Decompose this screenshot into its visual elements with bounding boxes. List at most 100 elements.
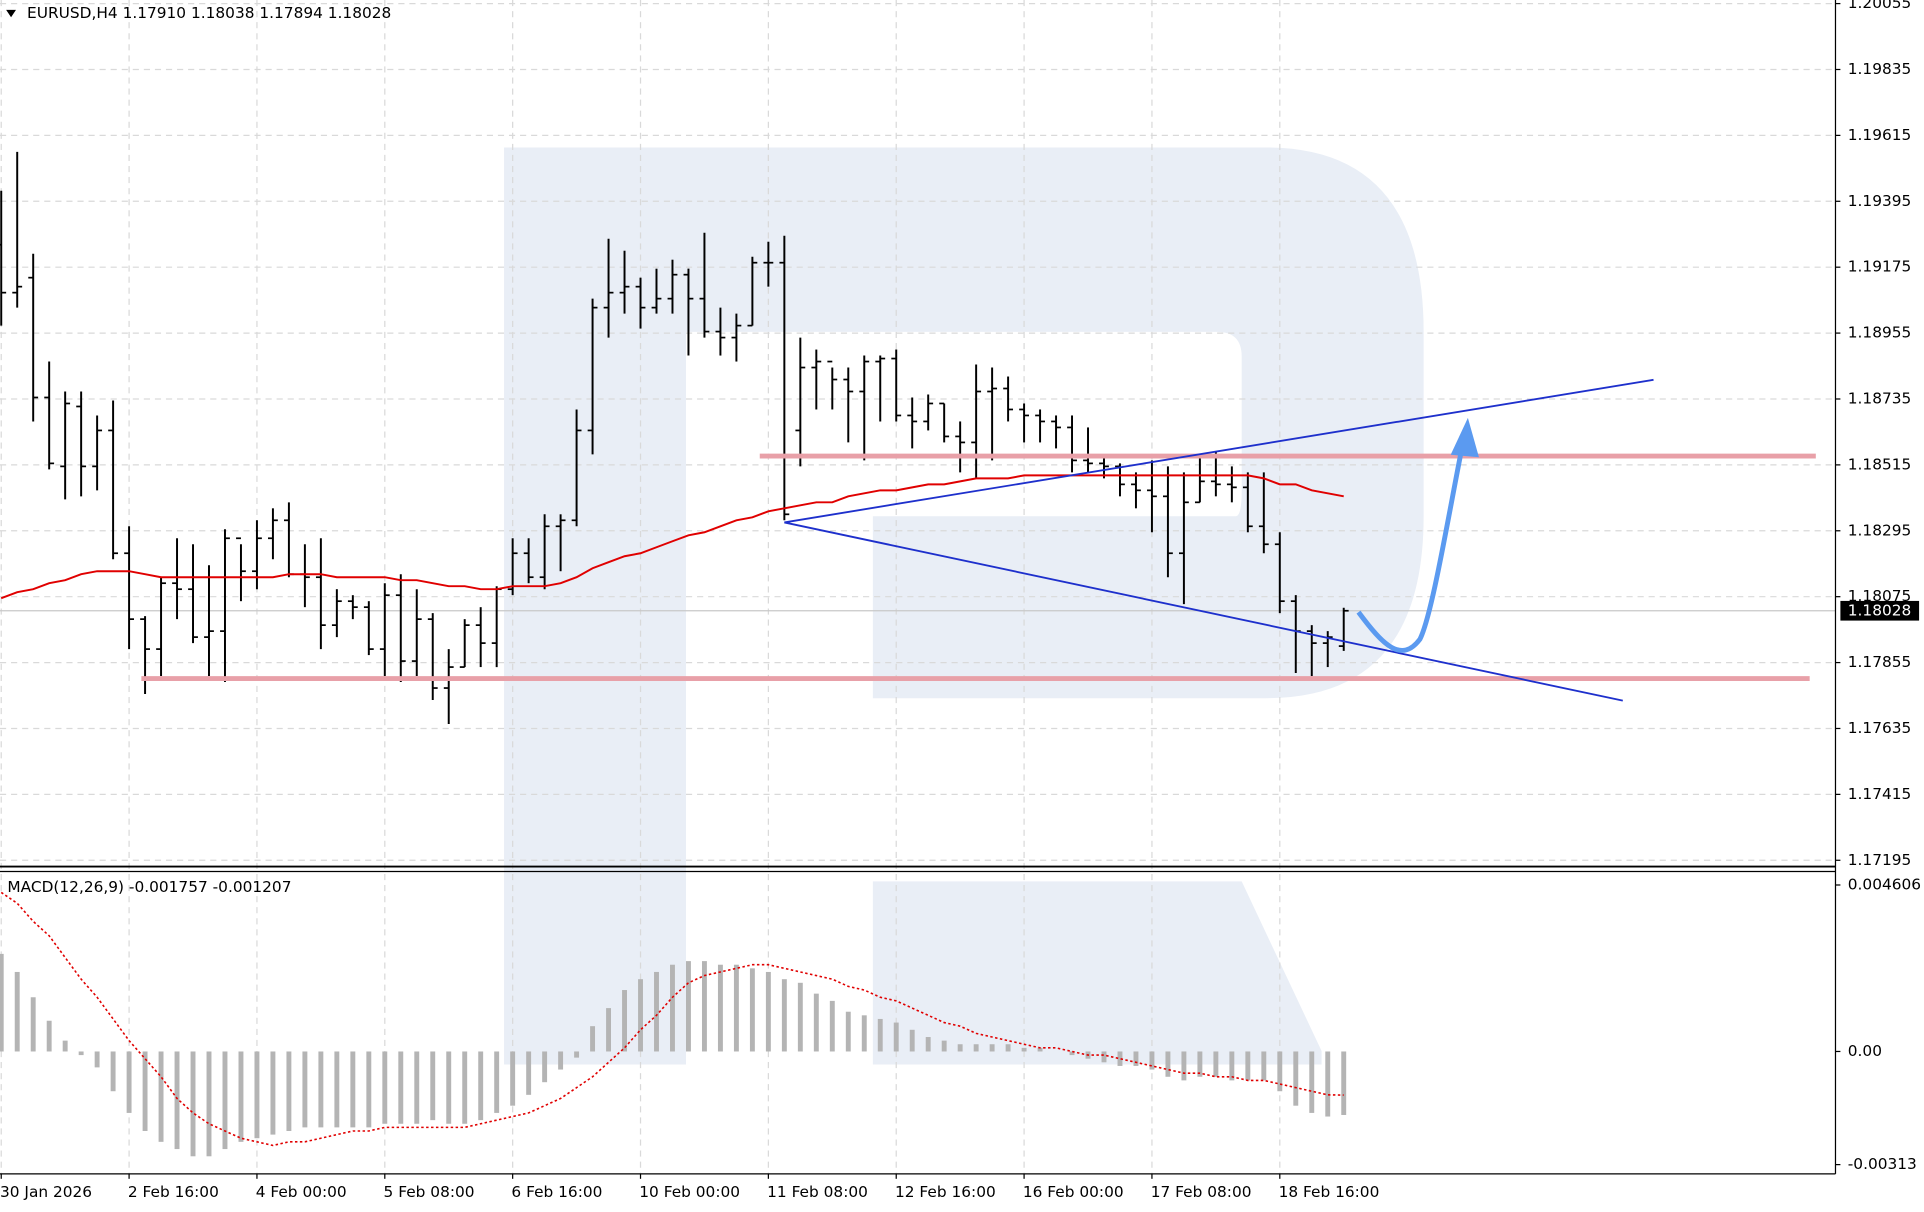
- histogram-bar: [1149, 1051, 1155, 1070]
- histogram-bar: [877, 1018, 883, 1052]
- histogram-bar: [46, 1020, 52, 1052]
- histogram-bar: [126, 1051, 132, 1113]
- histogram-bar: [1293, 1051, 1299, 1106]
- histogram-bar: [206, 1051, 212, 1157]
- frame: [0, 0, 1837, 1175]
- annotations: [141, 378, 1816, 702]
- y-tick-label: 1.18075: [1848, 587, 1912, 605]
- histogram-bar: [190, 1051, 196, 1157]
- histogram-bar: [254, 1051, 260, 1139]
- x-tick-label: 17 Feb 08:00: [1151, 1183, 1252, 1201]
- y-tick-label: 1.17855: [1848, 653, 1912, 671]
- histogram-bar: [398, 1051, 404, 1124]
- histogram-bar: [526, 1051, 532, 1095]
- histogram-bar: [638, 979, 643, 1052]
- histogram-bar: [1005, 1044, 1011, 1052]
- histogram-bar: [1197, 1051, 1203, 1077]
- histogram-bar: [1181, 1051, 1187, 1081]
- y-tick-label: 1.19835: [1848, 60, 1912, 78]
- y-tick-label: 1.18295: [1848, 521, 1912, 539]
- histogram-bar: [174, 1051, 180, 1150]
- x-tick-label: 18 Feb 16:00: [1279, 1183, 1380, 1201]
- trend-line-upper: [784, 378, 1654, 524]
- histogram-bar: [1245, 1051, 1251, 1081]
- y-tick-label: 0.00: [1848, 1042, 1882, 1060]
- histogram-bar: [270, 1051, 276, 1135]
- histogram-bar: [14, 971, 20, 1052]
- histogram-bar: [701, 961, 707, 1052]
- histogram-bar: [1069, 1051, 1075, 1056]
- y-tick-label: 1.19615: [1848, 126, 1912, 144]
- histogram-bar: [1341, 1051, 1347, 1115]
- histogram-bar: [430, 1051, 436, 1121]
- trend-line-lower: [784, 521, 1623, 702]
- histogram-bar: [989, 1044, 995, 1052]
- histogram-bar: [909, 1029, 915, 1052]
- histogram-bar: [1133, 1051, 1139, 1066]
- histogram-bar: [1261, 1051, 1267, 1081]
- histogram-bar: [941, 1040, 947, 1052]
- y-tick-label: 1.17195: [1848, 851, 1912, 869]
- histogram-bar: [478, 1051, 484, 1121]
- histogram-bar: [654, 971, 659, 1052]
- histogram-bar: [542, 1051, 548, 1083]
- histogram-bar: [845, 1011, 851, 1052]
- histogram-bar: [781, 979, 787, 1052]
- histogram-bar: [30, 997, 36, 1052]
- x-tick-label: 10 Feb 00:00: [639, 1183, 740, 1201]
- macd-title: MACD(12,26,9) -0.001757 -0.001207: [7, 878, 291, 896]
- histogram-bar: [670, 964, 675, 1052]
- histogram-bar: [158, 1051, 164, 1142]
- histogram-bar: [318, 1051, 324, 1128]
- histogram-bar: [1165, 1051, 1171, 1077]
- histogram-bar: [94, 1051, 100, 1068]
- y-tick-label: 1.19395: [1848, 192, 1912, 210]
- histogram-bar: [893, 1022, 899, 1052]
- histogram-bar: [686, 961, 691, 1052]
- title-triangle: [6, 9, 16, 18]
- histogram-bar: [558, 1051, 564, 1070]
- histogram-bar: [238, 1051, 244, 1142]
- y-tick-label: 0.004606: [1848, 875, 1921, 893]
- histogram-bar: [1277, 1051, 1283, 1092]
- histogram-bar: [334, 1051, 340, 1128]
- histogram-bar: [414, 1051, 420, 1124]
- histogram-bar: [574, 1051, 580, 1058]
- y-tick-label: 1.20055: [1848, 0, 1912, 12]
- histogram-bar: [382, 1051, 388, 1124]
- histogram-bar: [813, 993, 819, 1052]
- histogram-bar: [749, 968, 755, 1052]
- y-tick-label: -0.00313: [1848, 1155, 1917, 1173]
- histogram-bar: [1117, 1051, 1123, 1066]
- histogram-bar: [142, 1051, 148, 1131]
- histogram-bar: [973, 1044, 979, 1052]
- histogram-bar: [62, 1040, 68, 1052]
- histogram-bar: [302, 1051, 308, 1128]
- y-tick-label: 1.18955: [1848, 324, 1912, 342]
- histogram-bar: [925, 1037, 931, 1052]
- chart-title: EURUSD,H4 1.17910 1.18038 1.17894 1.1802…: [27, 4, 391, 22]
- histogram-bar: [366, 1051, 372, 1128]
- histogram-bar: [861, 1015, 867, 1052]
- histogram-bar: [110, 1051, 116, 1092]
- histogram-bar: [1229, 1051, 1235, 1081]
- histogram-bar: [446, 1051, 452, 1124]
- histogram-bar: [957, 1044, 963, 1052]
- histogram-bar: [462, 1051, 468, 1124]
- x-tick-label: 30 Jan 2026: [0, 1183, 92, 1201]
- x-tick-label: 16 Feb 00:00: [1023, 1183, 1124, 1201]
- histogram-bar: [1037, 1047, 1043, 1052]
- y-tick-label: 1.18515: [1848, 455, 1912, 473]
- y-tick-label: 1.17415: [1848, 785, 1912, 803]
- y-tick-label: 1.19175: [1848, 258, 1912, 276]
- y-tick-label: 1.18735: [1848, 389, 1912, 407]
- histogram-bar: [797, 982, 803, 1052]
- histogram-bar: [1101, 1051, 1107, 1063]
- current-price-box: [1840, 600, 1920, 621]
- histogram-bar: [622, 990, 627, 1052]
- histogram-bar: [1213, 1051, 1219, 1077]
- histogram-bar: [1325, 1051, 1331, 1117]
- histogram-bar: [494, 1051, 500, 1113]
- histogram-bar: [510, 1051, 516, 1106]
